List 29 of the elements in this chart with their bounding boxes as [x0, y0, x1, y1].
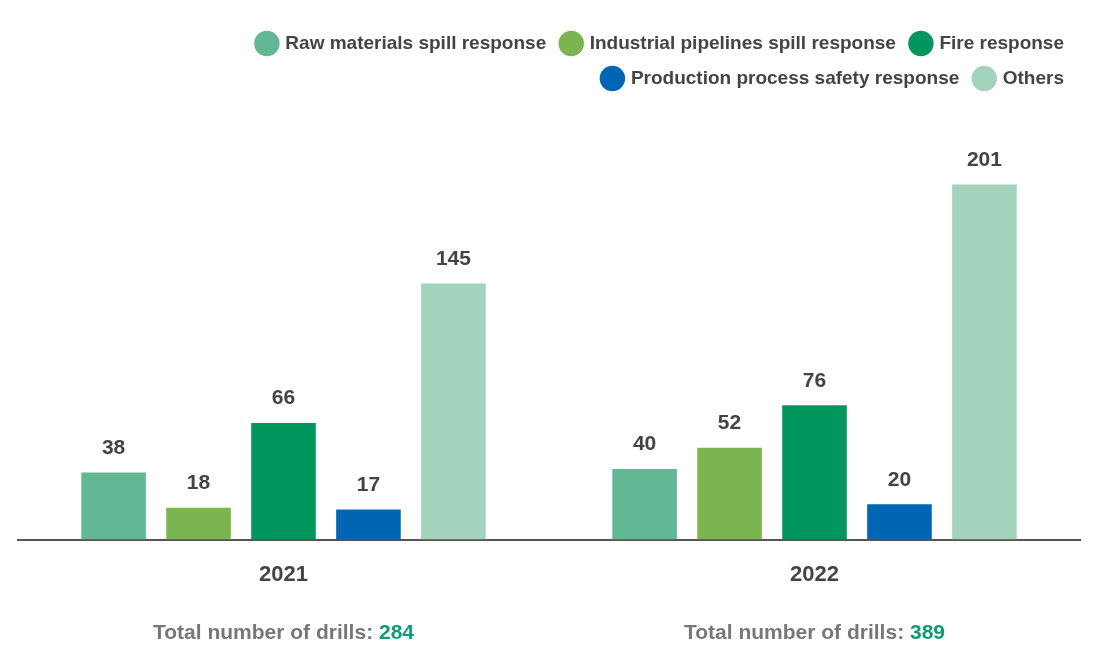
data-label: 17: [356, 471, 381, 495]
text: Total number of drills: 284: [153, 620, 415, 644]
data-label: 38: [101, 434, 126, 458]
legend-label: Industrial pipelines spill response: [589, 31, 896, 53]
data-label: 18: [186, 470, 211, 494]
legend-label: Production process safety response: [630, 66, 960, 88]
data-label: 66: [271, 385, 296, 409]
data-label: 52: [717, 410, 742, 434]
data-label: 20: [887, 466, 912, 490]
bar: [336, 509, 401, 540]
bar: [421, 283, 486, 540]
legend-label: Others: [1002, 66, 1065, 88]
data-label: 76: [802, 367, 827, 391]
data-label: 201: [966, 146, 1003, 170]
bar: [697, 447, 762, 540]
x-tick-label: 2021: [259, 560, 308, 586]
bar: [612, 468, 677, 540]
data-label: 40: [632, 431, 657, 455]
bar: [782, 405, 847, 540]
x-tick-label: 2022: [790, 560, 839, 586]
bar: [251, 423, 316, 540]
data-label: 145: [435, 245, 472, 269]
legend-label: Raw materials spill response: [285, 31, 547, 53]
bar: [867, 504, 932, 540]
bar: [952, 184, 1017, 540]
text: Total number of drills: 389: [684, 620, 945, 644]
legend-label: Fire response: [939, 31, 1065, 53]
bar: [81, 472, 146, 540]
bar: [166, 507, 231, 540]
